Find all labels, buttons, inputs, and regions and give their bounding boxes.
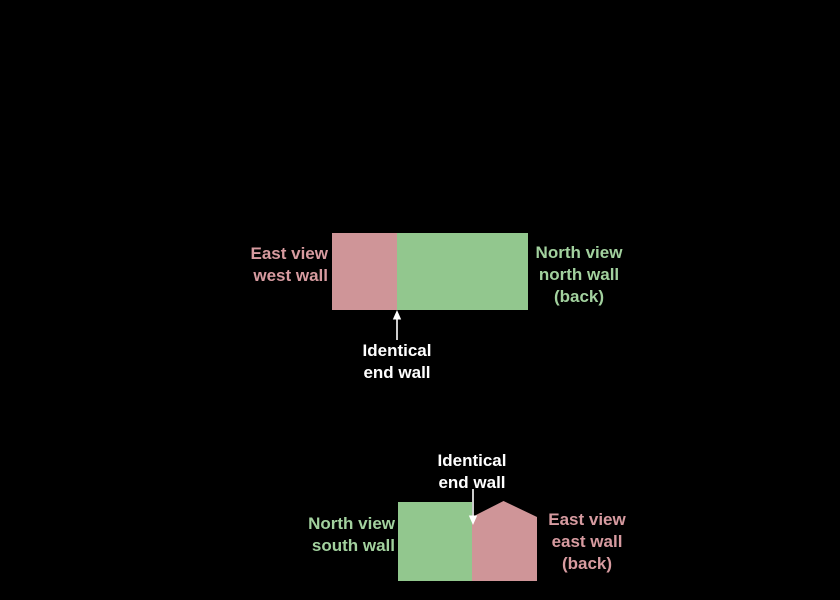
top-left-label: East view west wall: [250, 244, 329, 285]
north-wall-rect: [397, 233, 528, 310]
top-right-label: North view north wall (back): [535, 243, 623, 306]
south-wall-rect: [398, 502, 472, 581]
bottom-left-label: North view south wall: [308, 514, 395, 555]
arrow-down-icon: [465, 489, 481, 525]
east-wall-gable-shape: [472, 501, 537, 581]
top-annotation: Identical end wall: [362, 341, 432, 382]
bottom-annotation: Identical end wall: [437, 451, 507, 492]
arrow-up-icon: [389, 310, 405, 341]
west-wall-rect: [332, 233, 397, 310]
bottom-right-label: East view east wall (back): [548, 510, 626, 573]
